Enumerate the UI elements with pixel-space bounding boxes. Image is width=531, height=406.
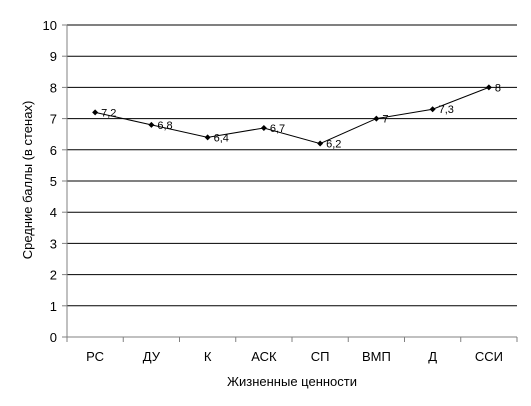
- y-tick-label: 5: [50, 174, 57, 189]
- x-axis-title: Жизненные ценности: [227, 374, 357, 389]
- data-point: [373, 115, 380, 122]
- y-tick-label: 3: [50, 236, 57, 251]
- x-tick-label: АСК: [251, 349, 277, 364]
- data-label: 6,7: [270, 123, 285, 135]
- data-label: 7,3: [439, 104, 454, 116]
- data-point: [260, 124, 267, 131]
- series-line: [95, 86, 490, 145]
- x-tick-label: ДУ: [143, 349, 161, 364]
- y-tick-label: 7: [50, 112, 57, 127]
- y-tick-label: 0: [50, 330, 57, 345]
- data-label: 7: [382, 114, 388, 126]
- data-label: 6,4: [214, 132, 229, 144]
- x-tick-label: К: [204, 349, 212, 364]
- data-labels: 7,2 6,8 6,4 6,7 6,2 7 7,3 8: [101, 82, 501, 150]
- x-tick-label: Д: [428, 349, 437, 364]
- y-tick-label: 8: [50, 80, 57, 95]
- axes: [62, 24, 518, 342]
- x-tick-label: ВМП: [362, 349, 391, 364]
- y-tick-labels: 0 1 2 3 4 5 6 7 8 9 10: [43, 18, 57, 345]
- series: [92, 84, 492, 147]
- x-tick-label: СП: [311, 349, 330, 364]
- data-point: [148, 121, 155, 128]
- y-tick-label: 4: [50, 205, 57, 220]
- x-tick-label: ССИ: [475, 349, 503, 364]
- x-tick-label: РС: [86, 349, 104, 364]
- y-tick-label: 9: [50, 49, 57, 64]
- y-axis-title: Средние баллы (в стенах): [20, 101, 35, 260]
- data-point: [485, 84, 492, 91]
- data-label: 7,2: [101, 107, 116, 119]
- data-label: 6,8: [157, 120, 172, 132]
- data-point: [317, 140, 324, 147]
- gridlines: [67, 24, 517, 307]
- data-label: 8: [495, 82, 501, 94]
- y-tick-label: 1: [50, 299, 57, 314]
- data-point: [429, 106, 436, 113]
- y-tick-label: 10: [43, 18, 57, 33]
- data-label: 6,2: [326, 139, 341, 151]
- data-point: [92, 109, 99, 116]
- y-tick-label: 6: [50, 143, 57, 158]
- x-tick-labels: РС ДУ К АСК СП ВМП Д ССИ: [86, 349, 503, 364]
- data-point: [204, 134, 211, 141]
- y-tick-label: 2: [50, 268, 57, 283]
